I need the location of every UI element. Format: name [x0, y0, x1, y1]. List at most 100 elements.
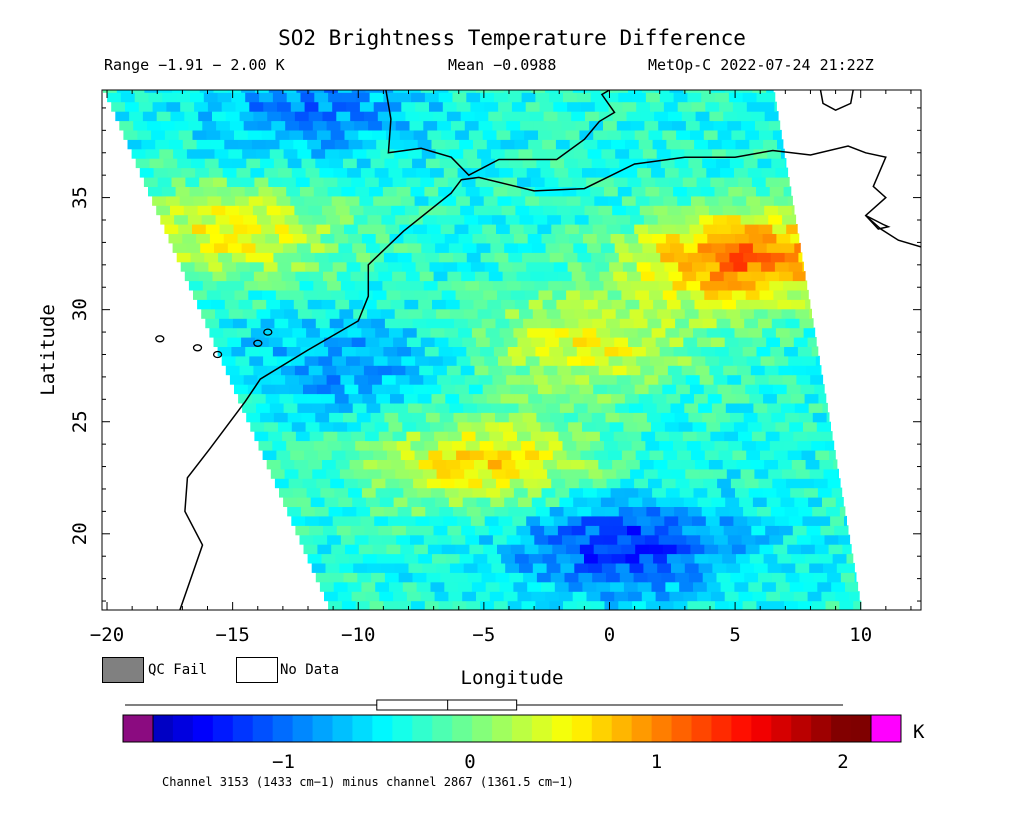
heatmap-cell: [638, 233, 653, 244]
heatmap-cell: [751, 177, 767, 187]
heatmap-cell: [520, 280, 535, 291]
heatmap-cell: [724, 90, 740, 93]
heatmap-cell: [247, 384, 263, 395]
heatmap-cell: [239, 205, 254, 216]
heatmap-cell: [542, 393, 557, 404]
heatmap-cell: [556, 299, 571, 310]
heatmap-cell: [535, 346, 550, 357]
heatmap-cell: [674, 252, 689, 263]
heatmap-cell: [559, 242, 574, 253]
colorbar-segment: [591, 715, 613, 742]
heatmap-cell: [465, 534, 480, 545]
heatmap-cell: [481, 318, 497, 329]
heatmap-cell: [368, 120, 383, 131]
heatmap-cell: [695, 365, 710, 376]
island-outline: [192, 344, 203, 352]
heatmap-cell: [258, 280, 273, 291]
heatmap-cell: [438, 92, 454, 103]
heatmap-cell: [299, 120, 314, 131]
heatmap-cell: [583, 393, 598, 404]
heatmap-cell: [512, 167, 528, 178]
heatmap-cell: [763, 393, 778, 404]
heatmap-cell: [323, 177, 338, 187]
colorbar-tick-label: 2: [837, 751, 848, 773]
heatmap-cell: [717, 478, 732, 489]
heatmap-cell: [721, 139, 737, 150]
heatmap-cell: [223, 327, 238, 338]
heatmap-cell: [820, 431, 833, 442]
heatmap-cell: [467, 318, 483, 329]
heatmap-cell: [482, 129, 498, 140]
heatmap-cell: [635, 544, 650, 555]
heatmap-cell: [468, 224, 483, 234]
heatmap-cell: [628, 242, 643, 253]
heatmap-cell: [194, 261, 209, 272]
heatmap-cell: [596, 581, 611, 592]
heatmap-cell: [794, 242, 801, 253]
heatmap-cell: [495, 412, 510, 423]
heatmap-cell: [340, 374, 355, 385]
heatmap-cell: [828, 544, 843, 555]
heatmap-cell: [322, 111, 337, 122]
heatmap-cell: [459, 299, 475, 310]
heatmap-cell: [477, 148, 492, 159]
heatmap-cell: [804, 487, 819, 498]
coastline: [155, 90, 921, 610]
heatmap-cell: [207, 195, 222, 206]
heatmap-cell: [390, 553, 405, 564]
heatmap-cell: [476, 337, 491, 347]
heatmap-cell: [699, 120, 715, 131]
heatmap-cell: [291, 261, 306, 272]
heatmap-cell: [381, 214, 396, 225]
heatmap-cell: [817, 487, 833, 498]
heatmap-cell: [486, 233, 501, 244]
heatmap-cell: [487, 553, 502, 564]
heatmap-cell: [812, 412, 828, 423]
heatmap-cell: [572, 177, 587, 187]
heatmap-cell: [353, 214, 369, 225]
heatmap-cell: [378, 177, 394, 187]
heatmap-cell: [514, 139, 529, 150]
heatmap-cell: [657, 562, 672, 573]
heatmap-cell: [305, 261, 320, 272]
heatmap-cell: [604, 346, 619, 357]
heatmap-cell: [346, 101, 361, 112]
heatmap-cell: [404, 459, 420, 470]
heatmap-cell: [773, 544, 788, 555]
heatmap-cell: [677, 450, 692, 460]
heatmap-cell: [771, 158, 786, 169]
heatmap-cell: [551, 129, 567, 140]
heatmap-cell: [316, 478, 331, 489]
heatmap-cell: [516, 271, 531, 282]
heatmap-cell: [454, 318, 469, 329]
heatmap-cell: [457, 515, 472, 526]
heatmap-cell: [329, 412, 344, 423]
heatmap-cell: [666, 139, 681, 150]
heatmap-cell: [426, 478, 442, 489]
heatmap-cell: [531, 591, 546, 602]
heatmap-cell: [252, 299, 267, 310]
heatmap-cell: [400, 450, 416, 460]
heatmap-cell: [483, 289, 498, 300]
heatmap-cell: [742, 92, 758, 103]
heatmap-cell: [503, 177, 518, 187]
heatmap-cell: [347, 421, 362, 432]
heatmap-cell: [653, 205, 668, 216]
heatmap-cell: [220, 129, 235, 140]
heatmap-cell: [736, 205, 751, 216]
heatmap-cell: [533, 214, 548, 225]
heatmap-cell: [616, 468, 631, 479]
heatmap-cell: [719, 101, 734, 112]
heatmap-cell: [713, 120, 728, 131]
heatmap-cell: [654, 525, 669, 536]
heatmap-cell: [755, 440, 771, 451]
heatmap-cell: [415, 261, 430, 272]
heatmap-cell: [324, 90, 339, 93]
x-tick-label: −5: [472, 624, 495, 646]
heatmap-cell: [273, 252, 288, 263]
heatmap-cell: [246, 318, 262, 329]
heatmap-cell: [712, 308, 727, 319]
heatmap-cell: [392, 177, 407, 187]
heatmap-cell: [419, 365, 434, 376]
heatmap-cell: [773, 195, 789, 206]
